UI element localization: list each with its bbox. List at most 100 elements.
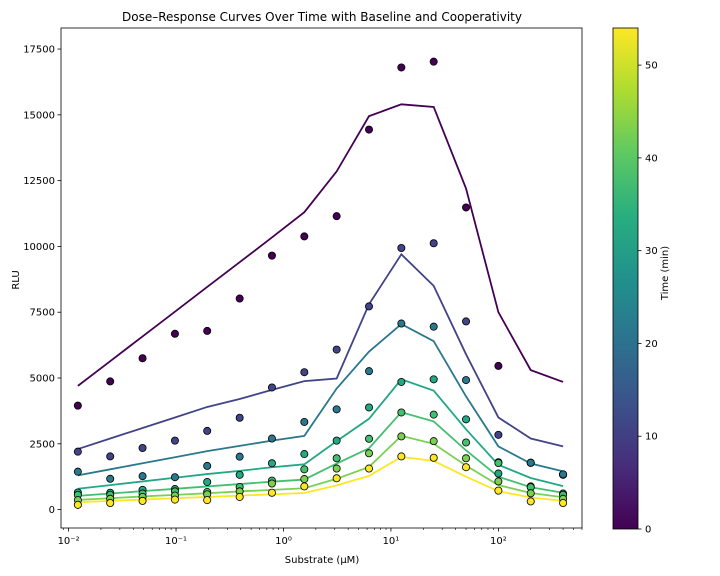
data-point: [235, 294, 244, 303]
data-point: [429, 453, 438, 462]
data-point: [526, 458, 535, 467]
data-point: [462, 454, 471, 463]
data-point: [73, 500, 82, 509]
data-point: [332, 212, 341, 221]
data-point: [203, 496, 212, 505]
data-point: [332, 405, 341, 414]
data-point: [300, 482, 309, 491]
plot-frame: [60, 27, 583, 529]
data-point: [365, 403, 374, 412]
data-point: [526, 489, 535, 498]
colorbar-tick-label: 40: [645, 153, 658, 164]
data-point: [365, 449, 374, 458]
data-point: [462, 463, 471, 472]
data-point: [365, 434, 374, 443]
y-tick-label: 0: [49, 505, 55, 516]
x-tick-label: 10⁻¹: [165, 536, 187, 547]
colorbar-tick-label: 0: [645, 525, 651, 536]
data-point: [429, 437, 438, 446]
colorbar-tick-label: 50: [645, 61, 658, 72]
data-point: [73, 467, 82, 476]
fit-curve: [77, 434, 564, 501]
y-axis-label: RLU: [11, 270, 22, 289]
data-point: [300, 475, 309, 484]
data-point: [235, 470, 244, 479]
data-point: [462, 376, 471, 385]
plot-area: 0 2500 5000 7500 10000 12500 15000 17500 10⁻² 10⁻…: [23, 27, 583, 547]
data-point: [397, 377, 406, 386]
x-tick-label: 10¹: [383, 536, 400, 547]
fit-curve: [77, 378, 564, 490]
data-point: [267, 434, 276, 443]
data-point: [332, 436, 341, 445]
data-point: [494, 486, 503, 495]
y-tick-label: 12500: [23, 176, 55, 187]
data-point: [235, 413, 244, 422]
data-point: [462, 203, 471, 212]
data-point: [235, 492, 244, 501]
data-point: [73, 401, 82, 410]
data-point: [138, 496, 147, 505]
data-point: [300, 232, 309, 241]
x-tick-label: 10⁻²: [58, 536, 80, 547]
data-point: [526, 497, 535, 506]
data-point: [106, 498, 115, 507]
y-tick-label: 7500: [30, 308, 55, 319]
data-point: [332, 454, 341, 463]
data-point: [429, 57, 438, 66]
data-point: [332, 345, 341, 354]
data-point: [559, 470, 568, 479]
fit-curve: [77, 103, 564, 387]
data-point: [170, 473, 179, 482]
y-tick-label: 17500: [23, 45, 55, 56]
data-point: [300, 450, 309, 459]
colorbar-tick-label: 20: [645, 339, 658, 350]
chart-title: Dose–Response Curves Over Time with Base…: [122, 10, 522, 24]
fit-curve: [77, 456, 564, 504]
data-point: [494, 458, 503, 467]
data-point: [106, 377, 115, 386]
data-point: [138, 354, 147, 363]
data-point: [267, 459, 276, 468]
y-tick-label: 2500: [30, 439, 55, 450]
data-point: [365, 367, 374, 376]
data-point: [365, 464, 374, 473]
y-tick-label: 5000: [30, 374, 55, 385]
data-point: [267, 383, 276, 392]
data-point: [203, 426, 212, 435]
data-point: [429, 239, 438, 248]
data-point: [106, 474, 115, 483]
data-point: [397, 432, 406, 441]
data-point: [300, 465, 309, 474]
y-tick-label: 10000: [23, 242, 55, 253]
fit-curve: [77, 411, 564, 497]
data-point: [138, 472, 147, 481]
data-point: [170, 329, 179, 338]
data-point: [462, 415, 471, 424]
data-point: [365, 302, 374, 311]
data-point: [494, 430, 503, 439]
data-point: [462, 438, 471, 447]
data-point: [397, 408, 406, 417]
data-point: [429, 410, 438, 419]
data-point: [397, 319, 406, 328]
data-point: [267, 479, 276, 488]
fit-curve: [77, 322, 564, 477]
data-point: [170, 495, 179, 504]
data-point: [332, 474, 341, 483]
data-point: [138, 443, 147, 452]
x-axis-label: Substrate (μM): [285, 555, 360, 566]
data-point: [203, 461, 212, 470]
data-point: [429, 322, 438, 331]
data-point: [494, 469, 503, 478]
data-point: [494, 361, 503, 370]
data-point: [397, 63, 406, 72]
data-point: [462, 317, 471, 326]
y-tick-label: 15000: [23, 110, 55, 121]
data-point: [73, 447, 82, 456]
data-point: [494, 477, 503, 486]
colorbar: 0 10 20 30 40 50: [612, 27, 658, 536]
data-point: [267, 488, 276, 497]
colorbar-gradient: [612, 27, 639, 530]
